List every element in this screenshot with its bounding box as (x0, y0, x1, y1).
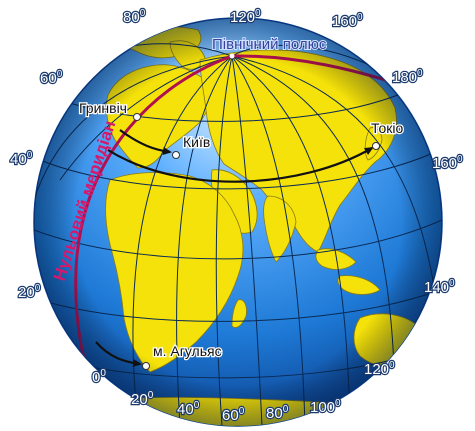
greenwich-point (133, 113, 141, 121)
tokyo-label: Токіо (371, 120, 403, 136)
deg-140-right: 1400 (424, 278, 455, 296)
arrow-meridian-agulhas (95, 341, 142, 368)
deg-180-right: 1800 (392, 68, 423, 86)
deg-120-top: 1200 (230, 8, 261, 26)
deg-120-bottom: 1200 (364, 360, 395, 378)
deg-60-bottom: 600 (222, 406, 245, 424)
arrow-greenwich-tokyo (107, 146, 374, 183)
longitude-arrows (95, 129, 374, 368)
north-pole-label: Північний полюс (212, 36, 327, 53)
north-pole-point (229, 53, 235, 59)
agulhas-label: м. Агульяс (153, 343, 222, 359)
arrow-greenwich-kyiv (119, 129, 172, 156)
deg-160-right: 1600 (432, 154, 463, 172)
kyiv-label: Київ (183, 134, 210, 150)
agulhas-point (142, 362, 150, 370)
deg-40-left: 400 (10, 150, 33, 168)
deg-20-bottom: 200 (131, 390, 154, 408)
deg-80-bottom: 800 (266, 404, 289, 422)
deg-60-left: 600 (40, 69, 63, 87)
deg-20-left: 200 (18, 283, 41, 301)
kyiv-point (172, 151, 180, 159)
greenwich-label: Гринвіч (79, 100, 127, 116)
deg-80-top: 800 (123, 8, 146, 26)
deg-160-top: 1600 (332, 12, 363, 30)
degree-labels: 800 1200 1600 600 1800 400 1600 200 1400… (9, 7, 464, 425)
deg-0-bottom: 00 (92, 368, 106, 386)
deg-40-bottom: 400 (177, 400, 200, 418)
deg-100-bottom: 1000 (310, 398, 341, 416)
tokyo-point (372, 142, 380, 150)
